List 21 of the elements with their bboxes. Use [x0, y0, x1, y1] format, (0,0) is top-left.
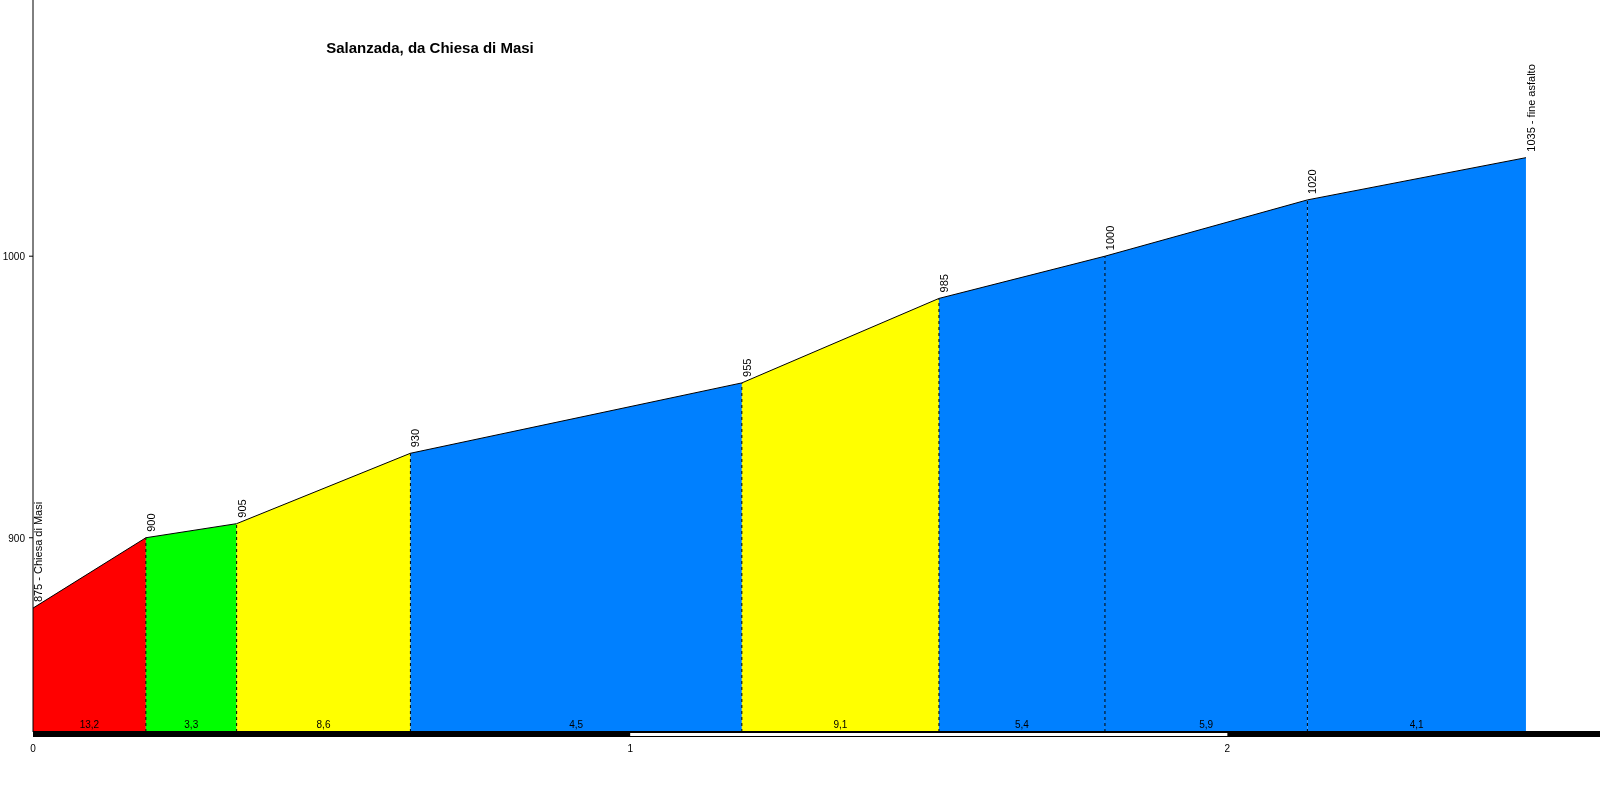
annotation: 1020 [1306, 169, 1319, 194]
annotation: 905 [235, 499, 248, 518]
annotation: 4,1 [1409, 719, 1425, 730]
annotation: 900 [144, 513, 157, 532]
annotation: 5,4 [1014, 719, 1030, 730]
annotation: 1035 - fine asfalto [1524, 64, 1537, 152]
x-tick-label: 1 [627, 743, 634, 754]
text: Salanzada, da Chiesa di Masi [326, 39, 534, 56]
x-tick-label: 0 [30, 743, 37, 754]
x-tick-label: 2 [1224, 743, 1231, 754]
annotation: 3,3 [184, 719, 199, 730]
annotation: 9,1 [833, 719, 848, 730]
annotation: 4,5 [569, 719, 584, 730]
annotation: 13,2 [79, 719, 100, 730]
annotation: 985 [937, 274, 950, 293]
annotation: 1000 [1103, 225, 1116, 251]
annotation: 875 - Chiesa di Masi [32, 501, 44, 603]
annotation: 955 [740, 358, 753, 377]
annotation: 8,6 [316, 719, 331, 730]
annotation: 5,9 [1199, 719, 1214, 730]
annotation: 930 [409, 428, 422, 448]
